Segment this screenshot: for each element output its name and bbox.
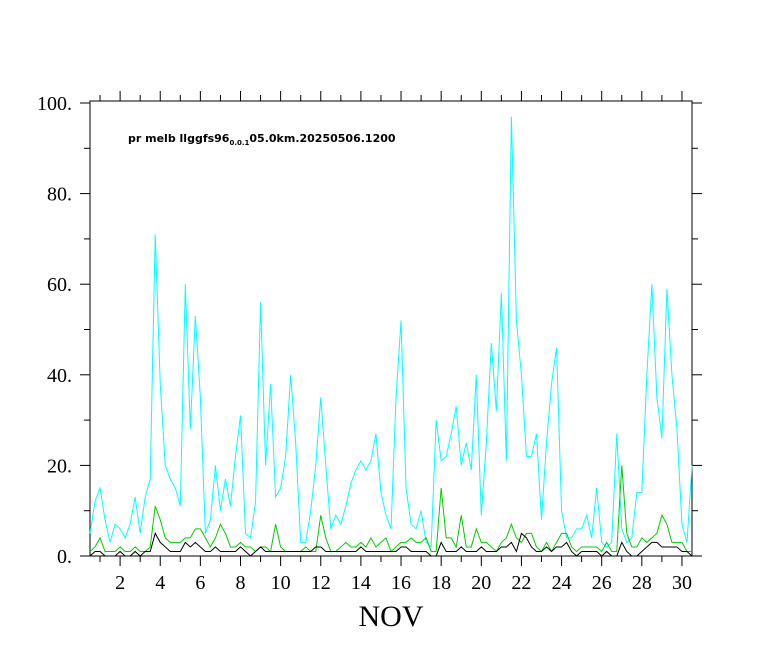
- x-axis-label: NOV: [359, 600, 424, 633]
- chart-title: pr melb llggfs960.0.105.0km.20250506.120…: [128, 132, 396, 147]
- x-tick-label: 26: [592, 572, 612, 594]
- y-tick-label: 40.: [47, 365, 72, 387]
- data-line: [89, 532, 693, 557]
- y-tick-label: 60.: [47, 274, 72, 296]
- plot-frame: [89, 100, 693, 557]
- y-tick-label: 20.: [47, 455, 72, 477]
- x-tick-label: 16: [391, 572, 411, 594]
- title-main: pr melb llggfs96: [128, 132, 230, 145]
- x-tick-label: 22: [511, 572, 531, 594]
- x-tick-label: 18: [431, 572, 451, 594]
- title-suffix: 05.0km.20250506.1200: [249, 132, 395, 145]
- y-tick-label: 80.: [47, 184, 72, 206]
- x-tick-label: 10: [271, 572, 291, 594]
- x-tick-label: 20: [471, 572, 491, 594]
- x-tick-label: 28: [632, 572, 652, 594]
- y-tick-label: 0.: [57, 546, 72, 568]
- title-subscript: 0.0.1: [229, 139, 249, 147]
- x-tick-label: 14: [351, 572, 371, 594]
- x-tick-label: 4: [155, 572, 165, 594]
- x-tick-label: 8: [236, 572, 246, 594]
- x-tick-label: 24: [552, 572, 572, 594]
- x-tick-label: 30: [672, 572, 692, 594]
- x-tick-label: 2: [115, 572, 125, 594]
- x-tick-label: 6: [195, 572, 205, 594]
- data-line: [89, 116, 693, 549]
- x-tick-label: 12: [311, 572, 331, 594]
- y-tick-label: 100.: [37, 93, 72, 115]
